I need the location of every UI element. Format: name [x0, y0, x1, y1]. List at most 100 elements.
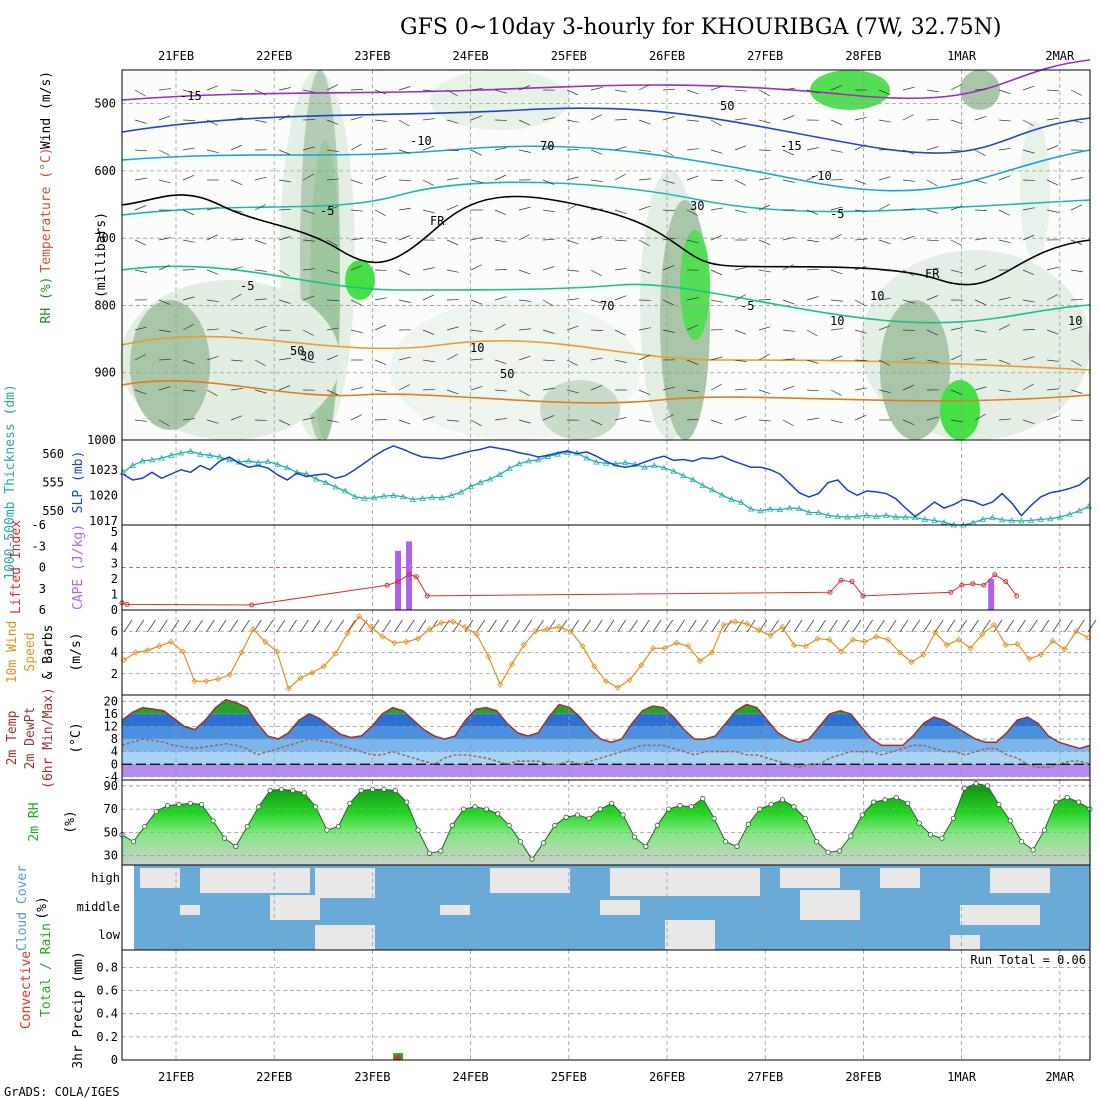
wind-barb: [854, 265, 867, 271]
precip-tick: 0: [111, 1053, 118, 1067]
thickness-point: [786, 504, 793, 511]
wind-barb: [758, 269, 771, 273]
wind-speed-point: [755, 627, 762, 634]
wind-barb: [542, 209, 555, 213]
wind-barb: [374, 89, 387, 95]
wind-barb: [206, 299, 219, 303]
thickness-point: [139, 457, 146, 464]
wind-barb: [302, 146, 315, 151]
wind-speed-point: [297, 674, 304, 682]
wind-barb: [398, 356, 411, 361]
rh-shade: [810, 70, 890, 110]
wind-barb: [638, 84, 650, 91]
wind-barb: [374, 239, 387, 244]
wind-barb: [699, 619, 709, 633]
wind-speed-point: [203, 678, 210, 685]
thickness-point: [747, 505, 755, 512]
wind-barb: [230, 387, 243, 391]
x-tick-bottom: 21FEB: [158, 1070, 194, 1084]
wind-barb: [614, 267, 627, 271]
rh-point: [677, 803, 683, 809]
wind-barb: [422, 267, 435, 271]
wind-speed-point: [1002, 641, 1009, 649]
wind-speed-point: [649, 645, 657, 652]
wind-barb: [134, 326, 147, 331]
rh-point: [392, 787, 398, 794]
lifted-point: [1014, 593, 1020, 599]
thickness-point: [834, 513, 842, 519]
rh-point: [688, 804, 695, 810]
wind-speed-point: [814, 635, 821, 642]
wind-barb: [806, 174, 819, 181]
wind-barb: [206, 389, 218, 397]
wind-barb: [518, 149, 531, 153]
cloud-patch: [950, 935, 980, 950]
wind-barb: [230, 359, 243, 362]
wind-barb: [374, 359, 387, 366]
wind-barb: [593, 619, 603, 633]
wind-barb: [134, 269, 147, 273]
wind-barb: [446, 326, 459, 331]
precip-tick: 0.6: [96, 984, 118, 998]
temp-contour: [121, 379, 1091, 404]
wind-barb: [878, 119, 891, 123]
rh-point: [278, 786, 285, 792]
rh-point: [814, 839, 820, 845]
thickness-point: [187, 448, 194, 454]
wind-barb: [518, 119, 531, 126]
rh-unit-label: (%): [63, 810, 78, 833]
wind-barb: [902, 419, 915, 426]
wind-barb: [662, 414, 674, 421]
wind-barb: [950, 205, 963, 211]
rh-point: [495, 811, 501, 817]
rh-point: [153, 808, 159, 815]
wind-barb: [974, 264, 987, 271]
wind-barb: [1022, 419, 1035, 425]
x-tick-top: 1MAR: [947, 49, 977, 63]
lifted-point: [992, 572, 998, 578]
wind-barb: [1046, 145, 1059, 151]
thickness-point: [448, 492, 455, 498]
wind-barb: [638, 389, 651, 396]
wind-speed-point: [955, 636, 962, 643]
lifted-point: [827, 589, 833, 595]
rh-point: [1064, 794, 1070, 801]
thickness-point: [399, 493, 407, 500]
rh-point: [1041, 827, 1048, 833]
wind-speed-point: [356, 613, 363, 620]
precip-axis-label: 3hr Precip (mm): [71, 951, 86, 1068]
wind-barb: [758, 204, 771, 211]
wind-barb: [854, 329, 867, 334]
wind-barb: [974, 299, 987, 306]
wind-speed-point: [638, 662, 645, 669]
wind-barb: [230, 144, 243, 151]
wind-speed-point: [967, 645, 974, 652]
thickness-point: [738, 499, 745, 505]
wind-barb: [998, 89, 1011, 95]
thickness-point: [853, 513, 861, 519]
x-tick-bottom: 26FEB: [649, 1070, 685, 1084]
wind-barb: [278, 329, 291, 332]
rh-point: [666, 806, 672, 812]
wind-barb: [1022, 329, 1036, 331]
wind-barb: [926, 329, 939, 336]
wind-barb: [782, 419, 794, 426]
thickness-point: [670, 467, 677, 474]
slp-thickness-panel: 560 555 550 1023 1020 1017 1000-500mb Thicknes…: [3, 384, 1093, 580]
wind-barb: [302, 329, 314, 336]
rh-axis-label: RH (%): [39, 277, 54, 324]
wind-barb: [1046, 209, 1059, 213]
wind-barb: [926, 267, 939, 271]
thickness-point: [641, 463, 648, 470]
wind-barb: [134, 89, 146, 97]
wind-barb: [974, 329, 987, 333]
wind-barb: [158, 149, 170, 156]
wind-barb: [710, 234, 723, 241]
thickness-point: [931, 517, 938, 523]
wind-barb: [998, 147, 1011, 151]
thickness-point: [602, 459, 610, 466]
wind-barb: [374, 209, 386, 216]
thickness-point: [206, 451, 214, 458]
wind-speed-point: [873, 633, 880, 640]
